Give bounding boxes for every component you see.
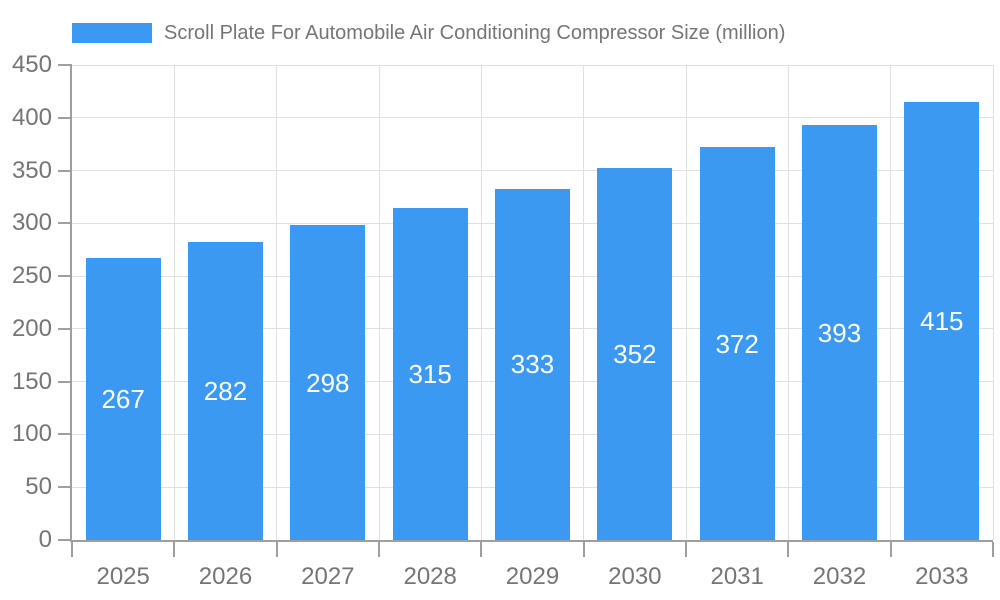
y-axis-label: 50	[25, 473, 52, 501]
y-axis-label: 200	[11, 314, 52, 342]
y-gridline	[72, 117, 993, 119]
bar-value-label: 393	[817, 317, 862, 348]
y-tick-mark	[58, 64, 72, 66]
y-axis-label: 400	[11, 103, 52, 131]
x-axis-label: 2028	[403, 563, 457, 590]
bar-value-label: 352	[613, 339, 657, 370]
y-axis-label: 300	[11, 209, 52, 237]
x-gridline	[992, 65, 994, 540]
bar-2026[interactable]: 282	[188, 242, 263, 540]
plot-area: 267 282 298 315 333 352 372 393 415	[72, 64, 994, 540]
legend-swatch	[72, 23, 152, 43]
y-tick-mark	[58, 116, 72, 119]
bar-value-label: 282	[203, 376, 248, 407]
bar-2030[interactable]: 352	[597, 168, 673, 540]
bar-2029[interactable]: 333	[495, 188, 570, 540]
bar-value-label: 315	[408, 358, 452, 389]
x-axis-label: 2029	[505, 563, 560, 590]
y-axis-label: 0	[38, 526, 52, 553]
x-tick-mark	[480, 542, 483, 557]
y-axis-label: 450	[11, 51, 52, 78]
x-tick-mark	[378, 542, 380, 557]
y-tick-mark	[58, 433, 72, 436]
y-axis-label: 350	[11, 156, 52, 184]
bar-2033[interactable]: 415	[904, 101, 980, 540]
x-axis-label: 2032	[812, 563, 867, 590]
x-tick-mark	[685, 542, 687, 557]
bar-value-label: 333	[510, 349, 555, 380]
y-tick-mark	[58, 275, 72, 278]
y-tick-mark	[58, 486, 72, 489]
bar-2027[interactable]: 298	[290, 225, 366, 540]
x-tick-mark	[992, 542, 994, 557]
bar-value-label: 415	[920, 305, 964, 336]
x-axis-label: 2025	[96, 563, 150, 590]
y-axis-label: 100	[11, 420, 52, 448]
x-tick-mark	[173, 542, 176, 557]
x-gridline	[890, 65, 892, 540]
y-tick-mark	[58, 169, 72, 172]
x-gridline	[787, 65, 789, 540]
x-gridline	[378, 65, 380, 540]
bar-2032[interactable]: 393	[802, 125, 877, 540]
x-axis-line	[70, 540, 993, 542]
y-tick-mark	[58, 222, 72, 225]
legend-label: Scroll Plate For Automobile Air Conditio…	[164, 22, 786, 44]
x-axis-label: 2030	[608, 563, 662, 590]
x-axis-label: 2031	[710, 563, 764, 590]
y-gridline	[72, 64, 993, 66]
bar-2028[interactable]: 315	[392, 207, 468, 540]
bar-value-label: 267	[101, 384, 145, 415]
x-tick-mark	[582, 542, 585, 557]
y-tick-mark	[58, 327, 72, 330]
x-tick-mark	[889, 542, 892, 557]
x-tick-mark	[275, 542, 278, 557]
x-gridline	[173, 65, 175, 540]
x-gridline	[583, 65, 585, 540]
x-axis-label: 2026	[198, 563, 253, 590]
y-tick-mark	[58, 380, 72, 383]
x-tick-mark	[787, 542, 790, 557]
x-tick-mark	[71, 542, 73, 557]
x-gridline	[276, 65, 278, 540]
bar-2031[interactable]: 372	[699, 147, 775, 540]
y-axis-label: 250	[11, 262, 52, 290]
x-axis-label: 2033	[915, 563, 969, 590]
bar-value-label: 372	[715, 328, 759, 359]
bar-2025[interactable]: 267	[85, 258, 161, 540]
y-axis-label: 150	[11, 367, 52, 395]
y-axis-line	[70, 65, 72, 542]
x-gridline	[480, 65, 482, 540]
y-gridline	[72, 170, 993, 172]
chart-legend[interactable]: Scroll Plate For Automobile Air Conditio…	[72, 20, 785, 46]
x-gridline	[685, 65, 687, 540]
bar-value-label: 298	[306, 367, 350, 398]
y-tick-mark	[58, 539, 72, 541]
x-axis-label: 2027	[301, 563, 355, 590]
